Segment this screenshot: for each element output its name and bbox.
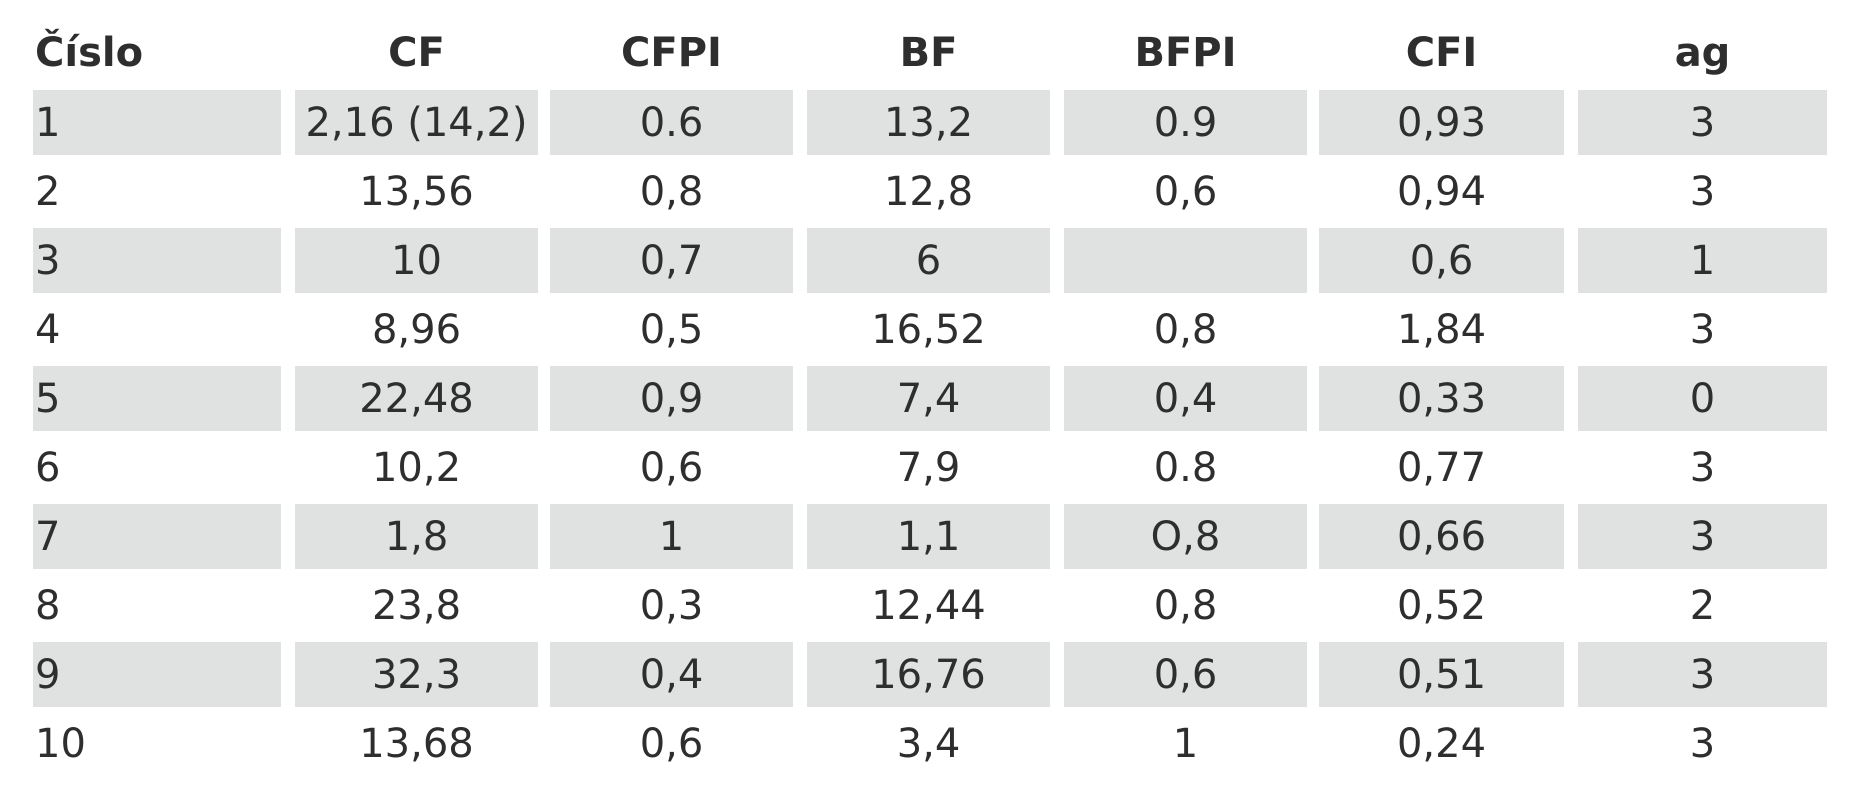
header-cell: BFPI — [1134, 30, 1237, 76]
table-cell: 0,8 — [1153, 306, 1218, 353]
table-cell: 0.6 — [550, 90, 793, 155]
table-cell: 2,16 (14,2) — [295, 90, 538, 155]
table-cell: 3 — [1578, 90, 1827, 155]
header-cell: CF — [388, 30, 445, 76]
table-cell: 2 — [35, 168, 61, 215]
table-cell: 13,68 — [359, 720, 474, 767]
table-cell: 0,24 — [1396, 720, 1487, 767]
header-cell: Číslo — [35, 30, 144, 76]
table-cell: 3 — [1578, 504, 1827, 569]
table-cell: 3 — [1689, 306, 1716, 353]
table-cell: 6 — [807, 228, 1050, 293]
table-cell: 5 — [33, 366, 281, 431]
table-cell: 12,44 — [871, 582, 986, 629]
table-cell: 3 — [1689, 720, 1716, 767]
header-cell: CFI — [1405, 30, 1478, 76]
table-cell: 1 — [1578, 228, 1827, 293]
table-cell: 12,8 — [883, 168, 974, 215]
table-cell: 0.8 — [1153, 444, 1218, 491]
table-cell: 0 — [1578, 366, 1827, 431]
table-cell: 13,56 — [359, 168, 474, 215]
table-cell: 0,6 — [1153, 168, 1218, 215]
table-cell: 8,96 — [371, 306, 462, 353]
table-cell: 0,52 — [1396, 582, 1487, 629]
table-cell: 0,6 — [639, 720, 704, 767]
table-cell: 0,9 — [550, 366, 793, 431]
table-cell — [1064, 228, 1307, 293]
table-cell: 1,84 — [1396, 306, 1487, 353]
table-cell: 0,6 — [1319, 228, 1564, 293]
table-cell: 4 — [35, 306, 61, 353]
table-cell: 32,3 — [295, 642, 538, 707]
table-cell: 3 — [1689, 168, 1716, 215]
table-cell: 0,7 — [550, 228, 793, 293]
table-cell: 23,8 — [371, 582, 462, 629]
table-cell: 10,2 — [371, 444, 462, 491]
table-cell: 0,94 — [1396, 168, 1487, 215]
header-cell: CFPI — [621, 30, 722, 76]
table-cell: 7,9 — [896, 444, 961, 491]
table-cell: 0,51 — [1319, 642, 1564, 707]
table-cell: 0,77 — [1396, 444, 1487, 491]
table-cell: O,8 — [1064, 504, 1307, 569]
table-cell: 3 — [1578, 642, 1827, 707]
table-cell: 3,4 — [896, 720, 961, 767]
table-cell: 13,2 — [807, 90, 1050, 155]
table-cell: 0,3 — [639, 582, 704, 629]
table-cell: 0,8 — [1153, 582, 1218, 629]
table-cell: 22,48 — [295, 366, 538, 431]
table-cell: 0,6 — [1064, 642, 1307, 707]
table-cell: 0,4 — [1064, 366, 1307, 431]
table-cell: 1 — [1172, 720, 1199, 767]
table-cell: 3 — [1689, 444, 1716, 491]
header-cell: ag — [1674, 30, 1731, 76]
table-cell: 0,8 — [639, 168, 704, 215]
table-cell: 16,52 — [871, 306, 986, 353]
table-cell: 6 — [35, 444, 61, 491]
header-cell: BF — [899, 30, 958, 76]
table-cell: 0,4 — [550, 642, 793, 707]
table-cell: 0.9 — [1064, 90, 1307, 155]
table-cell: 10 — [35, 720, 86, 767]
table-cell: 3 — [33, 228, 281, 293]
table-cell: 1,8 — [295, 504, 538, 569]
table-cell: 1 — [550, 504, 793, 569]
table-cell: 0,93 — [1319, 90, 1564, 155]
table-cell: 7,4 — [807, 366, 1050, 431]
table-cell: 0,6 — [639, 444, 704, 491]
table-cell: 10 — [295, 228, 538, 293]
table-cell: 16,76 — [807, 642, 1050, 707]
table-cell: 0,5 — [639, 306, 704, 353]
table-cell: 7 — [33, 504, 281, 569]
table-cell: 9 — [33, 642, 281, 707]
table-cell: 2 — [1689, 582, 1716, 629]
table-cell: 0,66 — [1319, 504, 1564, 569]
table-cell: 1 — [33, 90, 281, 155]
table-cell: 0,33 — [1319, 366, 1564, 431]
table-cell: 8 — [35, 582, 61, 629]
table-cell: 1,1 — [807, 504, 1050, 569]
